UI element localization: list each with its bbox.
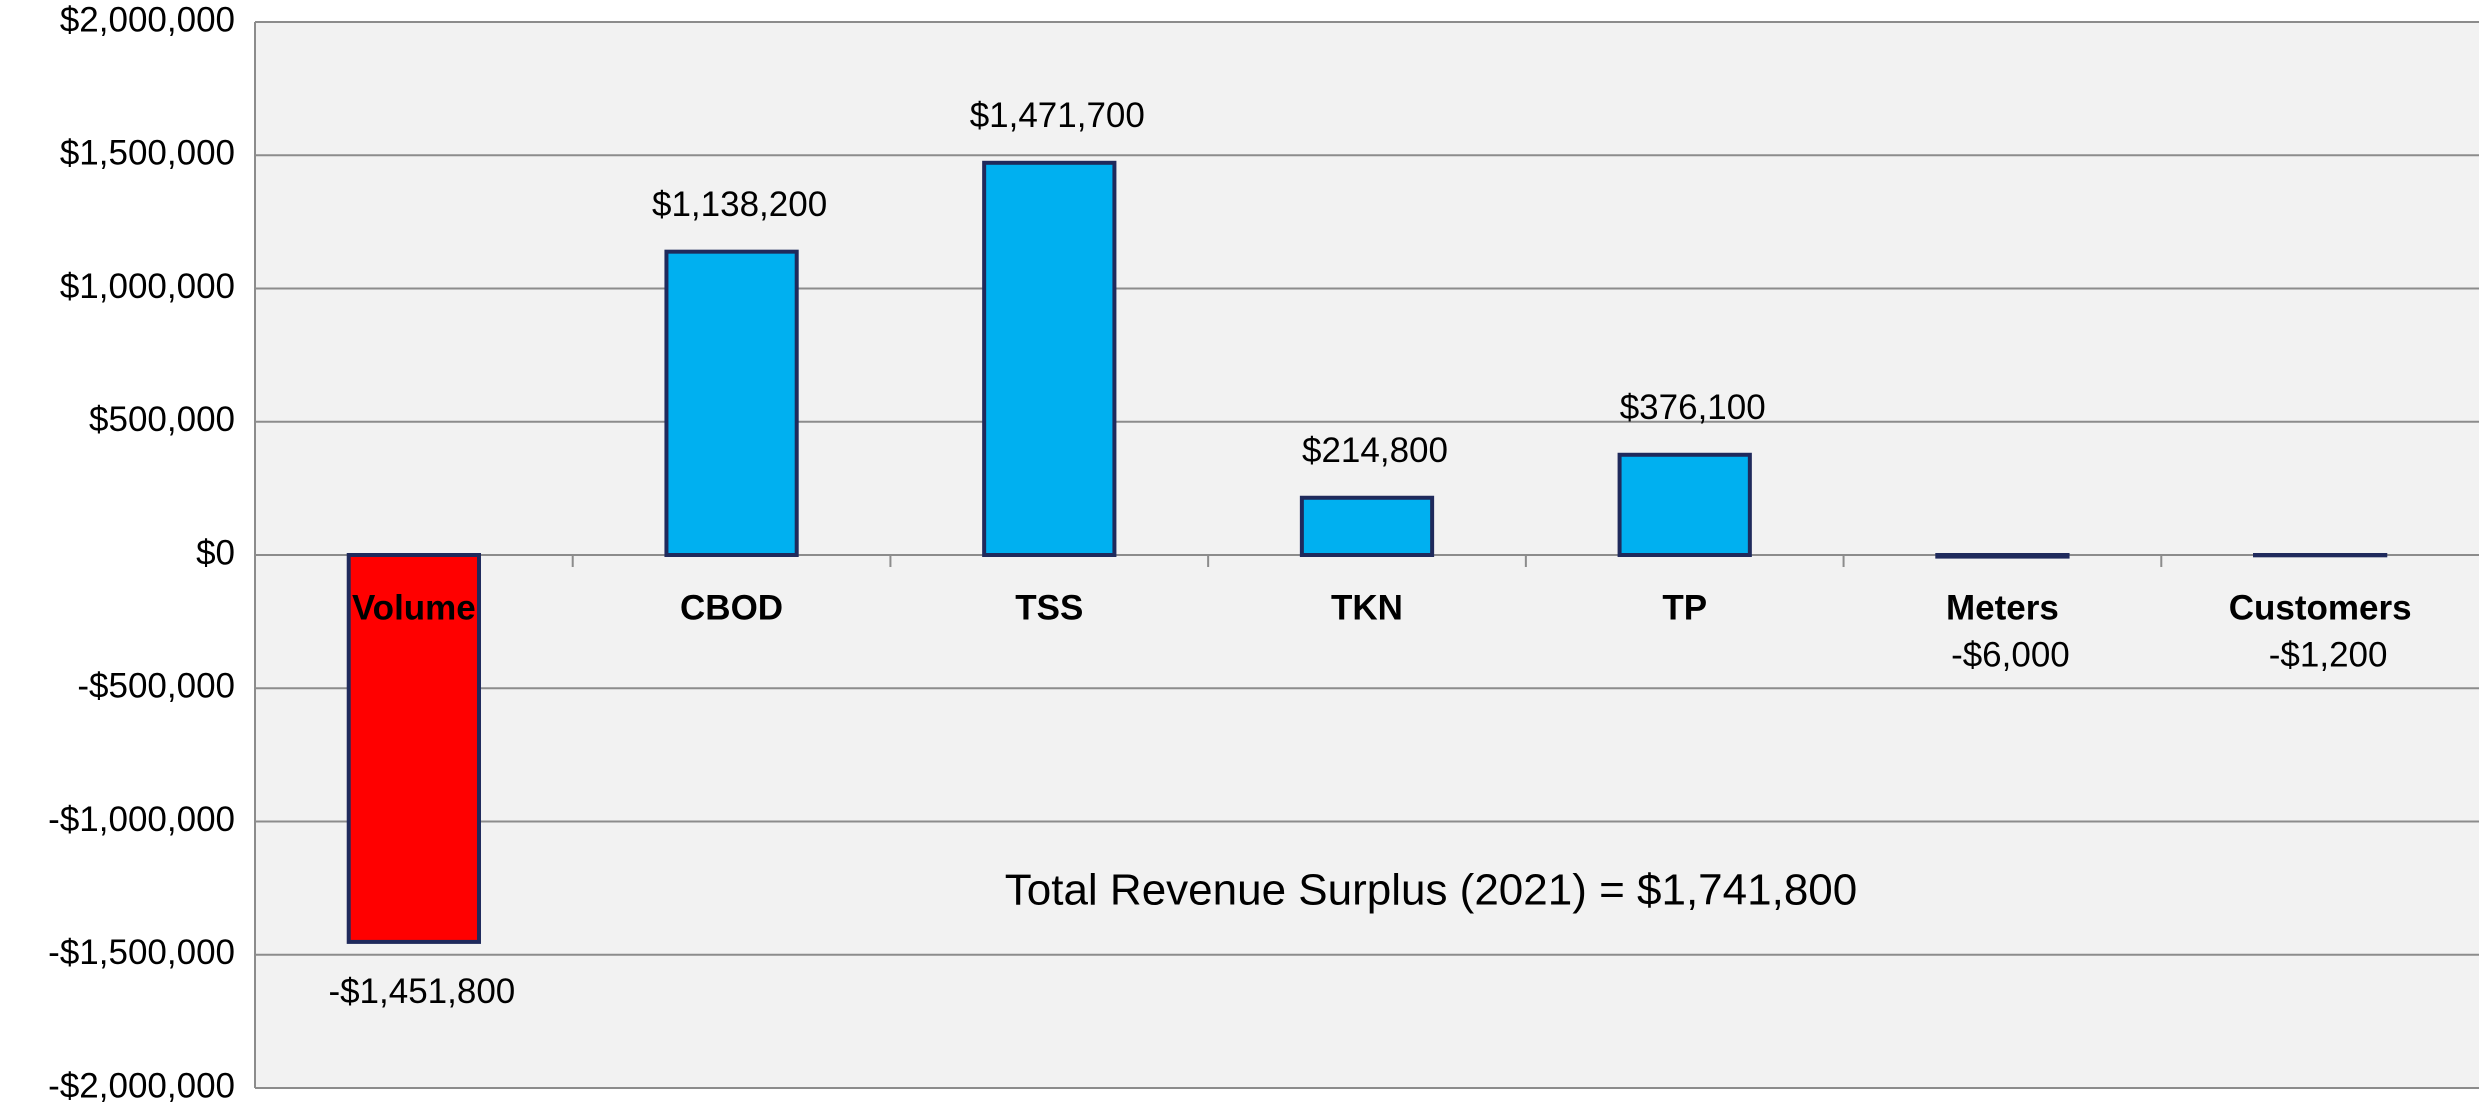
x-tick-label: TKN — [1331, 588, 1403, 627]
y-tick-label: $1,000,000 — [60, 267, 235, 306]
y-tick-label: -$2,000,000 — [48, 1066, 235, 1105]
y-tick-label: $1,500,000 — [60, 134, 235, 173]
y-tick-label: -$1,500,000 — [48, 933, 235, 972]
y-tick-label: $2,000,000 — [60, 0, 235, 39]
bar — [1617, 452, 1752, 557]
bar — [1299, 495, 1435, 557]
data-label: $1,471,700 — [970, 96, 1145, 135]
annotation: Total Revenue Surplus (2021) = $1,741,80… — [1005, 866, 1857, 915]
y-tick-label: -$500,000 — [77, 667, 235, 706]
bar — [1935, 553, 2070, 559]
bar — [982, 160, 1117, 557]
data-label: $1,138,200 — [652, 185, 827, 224]
x-tick-label: CBOD — [680, 588, 783, 627]
y-tick-label: -$1,000,000 — [48, 800, 235, 839]
data-label: $376,100 — [1620, 388, 1766, 427]
x-tick-label: Meters — [1946, 588, 2059, 627]
x-tick-label: TP — [1662, 588, 1707, 627]
y-tick-label: $0 — [196, 533, 235, 572]
data-label: $214,800 — [1302, 431, 1448, 470]
x-tick-label: Customers — [2229, 588, 2412, 627]
data-label: -$6,000 — [1951, 635, 2070, 674]
x-tick-label: Volume — [352, 588, 476, 627]
y-tick-label: $500,000 — [89, 400, 235, 439]
data-label: -$1,200 — [2269, 635, 2388, 674]
bar — [346, 553, 481, 944]
data-label: -$1,451,800 — [328, 972, 515, 1011]
x-tick-label: TSS — [1015, 588, 1083, 627]
bar — [664, 249, 799, 557]
